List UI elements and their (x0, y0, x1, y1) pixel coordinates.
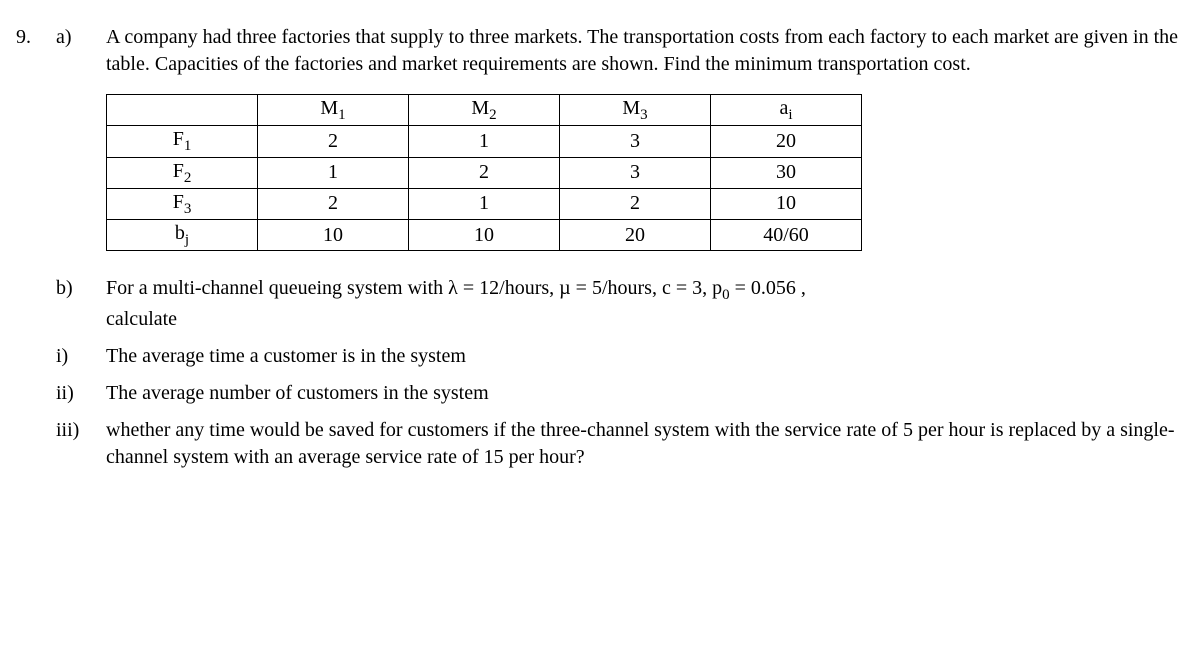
row-label-bj: bj (107, 220, 258, 251)
question-row-a: 9. a) A company had three factories that… (16, 24, 1184, 78)
sub-label: ii) (56, 380, 106, 407)
cell: 10 (711, 188, 862, 219)
cell: 10 (409, 220, 560, 251)
sub-item-iii: iii) whether any time would be saved for… (56, 417, 1184, 471)
sub-label: i) (56, 343, 106, 370)
row-label-f3: F3 (107, 188, 258, 219)
cell: 30 (711, 157, 862, 188)
sub-label: iii) (56, 417, 106, 444)
cell: 10 (258, 220, 409, 251)
header-ai: ai (711, 95, 862, 126)
part-label-a: a) (56, 24, 106, 51)
header-m3: M3 (560, 95, 711, 126)
cell: 1 (258, 157, 409, 188)
cell: 2 (409, 157, 560, 188)
cell: 2 (258, 126, 409, 157)
header-blank (107, 95, 258, 126)
cell: 2 (258, 188, 409, 219)
part-a-text: A company had three factories that suppl… (106, 24, 1184, 78)
cell: 40/60 (711, 220, 862, 251)
table-wrapper: M1 M2 M3 ai F1 2 1 3 20 F2 1 2 3 30 F3 (16, 78, 1184, 275)
cell: 3 (560, 157, 711, 188)
table-header-row: M1 M2 M3 ai (107, 95, 862, 126)
table-row: F2 1 2 3 30 (107, 157, 862, 188)
row-label-f2: F2 (107, 157, 258, 188)
table-row: bj 10 10 20 40/60 (107, 220, 862, 251)
sub-item-i: i) The average time a customer is in the… (56, 343, 1184, 370)
cell: 20 (711, 126, 862, 157)
cell: 20 (560, 220, 711, 251)
sub-text: The average time a customer is in the sy… (106, 343, 1184, 370)
cell: 1 (409, 188, 560, 219)
cell: 2 (560, 188, 711, 219)
row-label-f1: F1 (107, 126, 258, 157)
cost-table: M1 M2 M3 ai F1 2 1 3 20 F2 1 2 3 30 F3 (106, 94, 862, 251)
part-label-b: b) (56, 275, 106, 302)
sub-text: whether any time would be saved for cust… (106, 417, 1184, 471)
question-number: 9. (16, 24, 56, 51)
header-m2: M2 (409, 95, 560, 126)
question-row-b: b) For a multi-channel queueing system w… (16, 275, 1184, 332)
table-row: F3 2 1 2 10 (107, 188, 862, 219)
part-b-text: For a multi-channel queueing system with… (106, 275, 1184, 332)
table-row: F1 2 1 3 20 (107, 126, 862, 157)
sub-item-ii: ii) The average number of customers in t… (56, 380, 1184, 407)
header-m1: M1 (258, 95, 409, 126)
cell: 1 (409, 126, 560, 157)
sub-text: The average number of customers in the s… (106, 380, 1184, 407)
cell: 3 (560, 126, 711, 157)
